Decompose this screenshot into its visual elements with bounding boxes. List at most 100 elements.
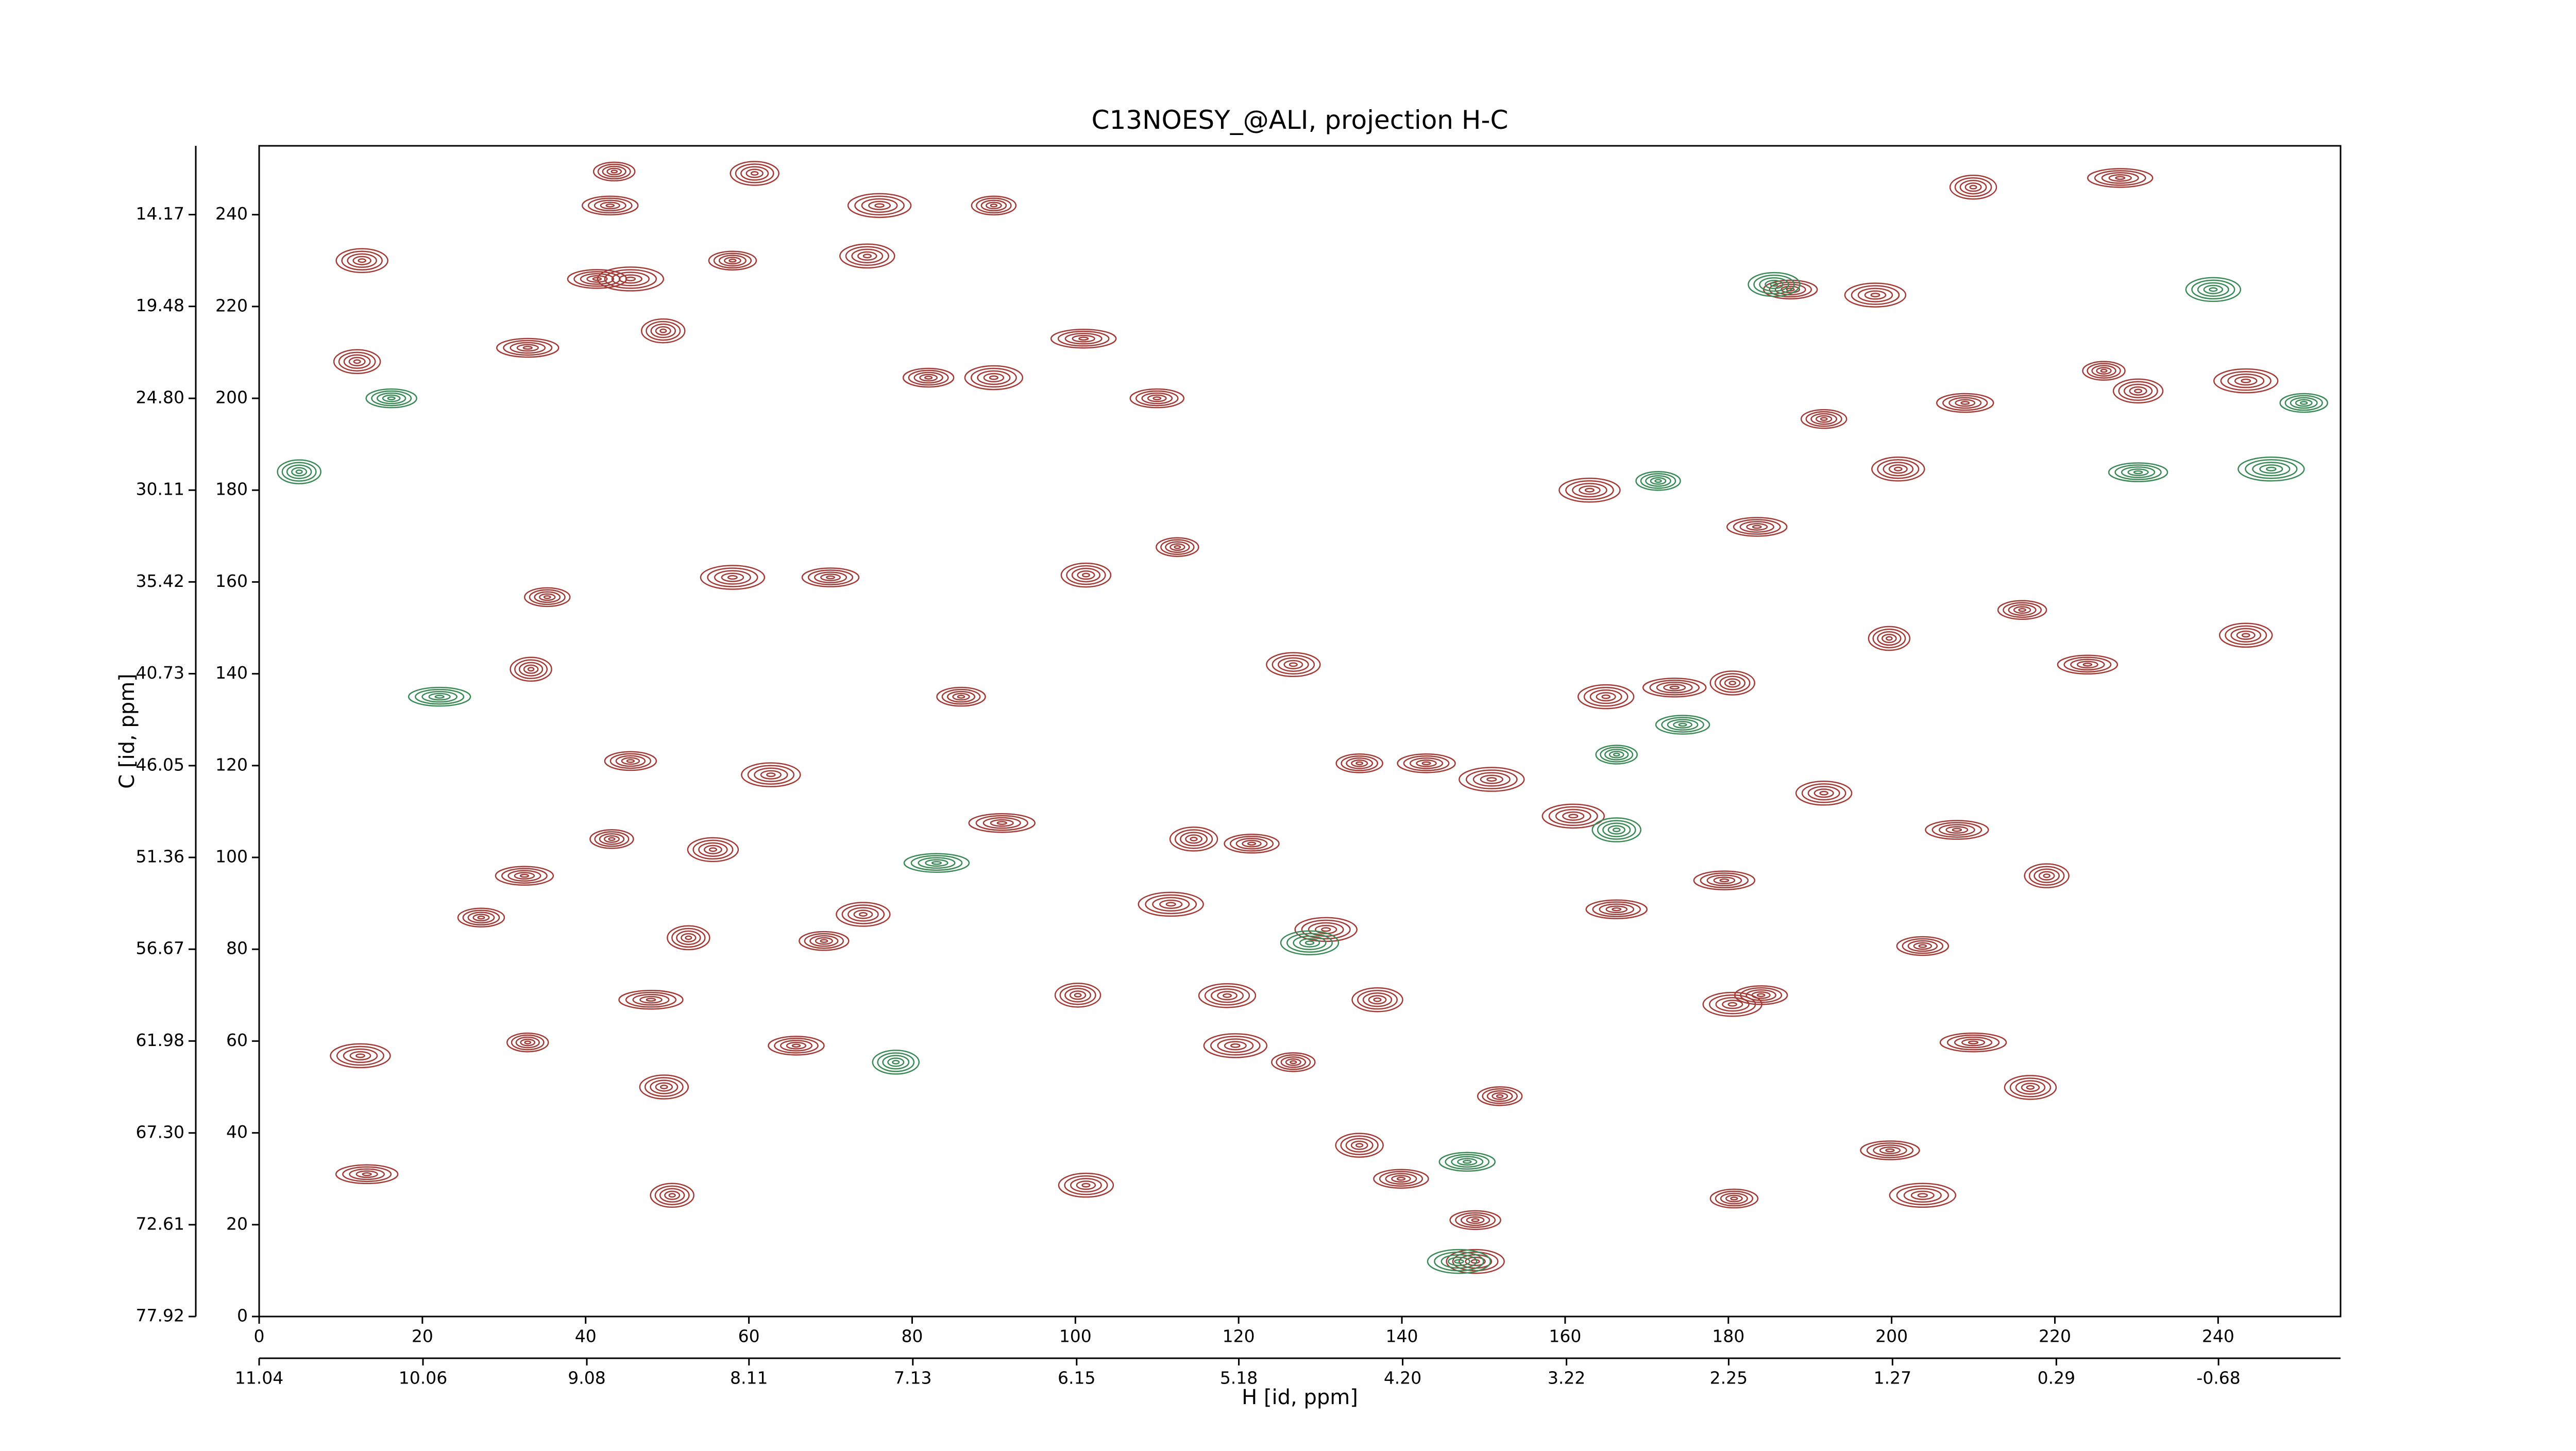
y2-tick-label: 72.61 xyxy=(136,1213,184,1234)
x-tick-label: 180 xyxy=(1712,1326,1744,1346)
positive-peak xyxy=(801,567,860,587)
positive-peak xyxy=(1577,684,1635,710)
positive-peak xyxy=(1198,983,1257,1008)
positive-peak xyxy=(730,161,779,186)
positive-peak xyxy=(592,161,636,182)
positive-peak xyxy=(582,195,639,216)
x-tick-label: 140 xyxy=(1386,1326,1418,1346)
y-axis-label: C [id, ppm] xyxy=(115,673,139,789)
positive-peak xyxy=(1925,820,1989,840)
negative-peak xyxy=(1748,272,1801,297)
positive-peak xyxy=(1203,1033,1268,1058)
positive-peak xyxy=(1844,282,1907,308)
y-tick-label: 20 xyxy=(226,1213,248,1234)
positive-peak xyxy=(971,195,1017,216)
y2-tick-label: 56.67 xyxy=(136,938,184,958)
x-tick-label: 80 xyxy=(901,1326,923,1346)
positive-peak xyxy=(1169,826,1218,852)
positive-peak xyxy=(1936,393,1994,413)
positive-peak xyxy=(1726,517,1788,537)
positive-peak xyxy=(741,762,801,787)
positive-peak xyxy=(650,1183,694,1208)
y2-tick-label: 67.30 xyxy=(136,1122,184,1142)
y-tick-label: 80 xyxy=(226,938,248,958)
positive-peak xyxy=(597,266,665,292)
x2-tick-label: 3.22 xyxy=(1548,1368,1585,1388)
positive-peak xyxy=(1446,1248,1505,1274)
negative-peak xyxy=(365,388,417,409)
y2-tick-label: 14.17 xyxy=(136,204,184,224)
positive-peak xyxy=(2004,1075,2057,1100)
x2-tick-label: 7.13 xyxy=(894,1368,931,1388)
positive-peak xyxy=(2213,368,2279,394)
positive-peak xyxy=(495,866,554,886)
positive-peak xyxy=(1896,936,1950,956)
y-tick-label: 180 xyxy=(215,479,248,499)
positive-peak xyxy=(1138,891,1204,917)
positive-peak xyxy=(496,338,560,358)
positive-peak xyxy=(700,565,766,590)
positive-peak xyxy=(1271,1052,1316,1072)
positive-peak xyxy=(1868,626,1911,651)
positive-peak xyxy=(667,925,710,951)
x2-tick-label: 8.11 xyxy=(730,1368,768,1388)
chart-title: C13NOESY_@ALI, projection H-C xyxy=(1092,105,1509,135)
negative-peak xyxy=(2108,462,2168,482)
positive-peak xyxy=(1709,1188,1759,1209)
y2-tick-label: 30.11 xyxy=(136,479,184,499)
x-tick-label: 60 xyxy=(738,1326,760,1346)
y-tick-label: 200 xyxy=(215,387,248,408)
positive-peak xyxy=(330,1043,391,1069)
y-tick-label: 60 xyxy=(226,1030,248,1050)
y-tick-label: 0 xyxy=(237,1306,248,1326)
x2-tick-label: 9.08 xyxy=(568,1368,605,1388)
x2-tick-label: 2.25 xyxy=(1710,1368,1748,1388)
positive-peak xyxy=(1860,1140,1920,1160)
positive-peak xyxy=(618,989,684,1010)
x2-tick-label: 10.06 xyxy=(399,1368,447,1388)
positive-peak xyxy=(589,829,634,849)
positive-peak xyxy=(639,1074,689,1100)
positive-peak xyxy=(1800,409,1848,429)
positive-peak xyxy=(1335,753,1383,773)
y2-tick-label: 35.42 xyxy=(136,571,184,591)
positive-peak xyxy=(640,318,686,344)
positive-peak xyxy=(836,902,891,927)
positive-peak xyxy=(1558,478,1621,503)
positive-peak xyxy=(847,193,912,218)
positive-peak xyxy=(1266,652,1321,678)
y2-tick-label: 77.92 xyxy=(136,1306,184,1326)
y-tick-label: 40 xyxy=(226,1122,248,1142)
positive-peak xyxy=(1693,870,1756,890)
negative-peak xyxy=(1591,817,1641,842)
positive-peak xyxy=(1702,991,1762,1017)
positive-peak xyxy=(2082,361,2126,381)
y2-tick-label: 51.36 xyxy=(136,847,184,867)
positive-peak xyxy=(1709,670,1755,696)
positive-peak xyxy=(708,250,757,271)
positive-peak xyxy=(1762,279,1818,300)
negative-peak xyxy=(2238,457,2305,482)
positive-peak xyxy=(2218,622,2273,648)
positive-peak xyxy=(839,243,895,269)
positive-peak xyxy=(510,656,552,682)
positive-peak xyxy=(1734,985,1788,1005)
positive-peak xyxy=(936,686,986,707)
y-tick-label: 220 xyxy=(215,295,248,315)
contour-layer xyxy=(277,161,2328,1274)
positive-peak xyxy=(1541,803,1605,829)
positive-peak xyxy=(1335,1133,1384,1158)
positive-peak xyxy=(335,1164,399,1185)
y2-tick-label: 24.80 xyxy=(136,387,184,408)
positive-peak xyxy=(524,587,571,608)
x-tick-label: 240 xyxy=(2202,1326,2234,1346)
x-tick-label: 0 xyxy=(254,1326,265,1346)
positive-peak xyxy=(1058,1172,1114,1198)
positive-peak xyxy=(1129,388,1185,409)
negative-peak xyxy=(1655,715,1710,735)
y2-tick-label: 19.48 xyxy=(136,295,184,315)
positive-peak xyxy=(2112,378,2164,403)
x-tick-label: 100 xyxy=(1059,1326,1092,1346)
